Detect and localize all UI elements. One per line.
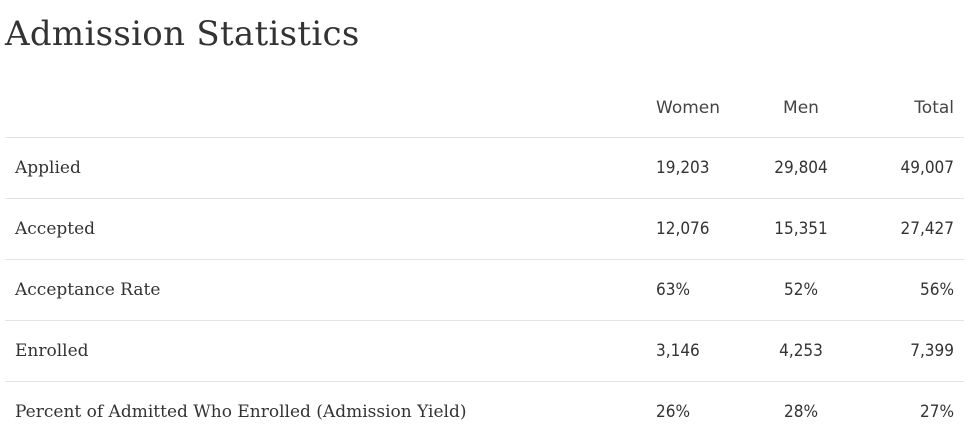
row-label: Enrolled [5, 320, 646, 382]
row-label: Applied [5, 137, 646, 199]
total-value: 27,427 [851, 198, 964, 260]
table-row-admission-yield: Percent of Admitted Who Enrolled (Admiss… [5, 382, 964, 443]
table-row-accepted: Accepted 12,076 15,351 27,427 [5, 198, 964, 260]
total-value: 56% [851, 259, 964, 321]
total-value: 27% [920, 402, 954, 422]
table-row-enrolled: Enrolled 3,146 4,253 7,399 [5, 320, 964, 382]
men-value: 28% [784, 402, 818, 422]
women-value: 63% [646, 259, 751, 321]
row-label: Acceptance Rate [5, 259, 646, 321]
men-value: 15,351 [751, 198, 851, 260]
table-header-row: Women Men Total [5, 78, 964, 138]
total-value: 49,007 [851, 137, 964, 199]
column-header-women: Women [646, 78, 751, 138]
women-value: 26% [656, 402, 690, 422]
column-header-total: Total [851, 78, 964, 138]
table-row-applied: Applied 19,203 29,804 49,007 [5, 137, 964, 199]
men-value: 29,804 [751, 137, 851, 199]
row-label: Percent of Admitted Who Enrolled (Admiss… [15, 402, 467, 422]
admission-statistics-table: Women Men Total Applied 19,203 29,804 49… [5, 78, 964, 442]
total-value: 7,399 [851, 320, 964, 382]
women-value: 12,076 [646, 198, 751, 260]
table-row-acceptance-rate: Acceptance Rate 63% 52% 56% [5, 259, 964, 321]
row-label: Accepted [5, 198, 646, 260]
men-value: 4,253 [751, 320, 851, 382]
column-header-label [5, 78, 646, 138]
men-value: 52% [751, 259, 851, 321]
page-title: Admission Statistics [5, 14, 360, 54]
column-header-men: Men [751, 78, 851, 138]
women-value: 19,203 [646, 137, 751, 199]
women-value: 3,146 [646, 320, 751, 382]
